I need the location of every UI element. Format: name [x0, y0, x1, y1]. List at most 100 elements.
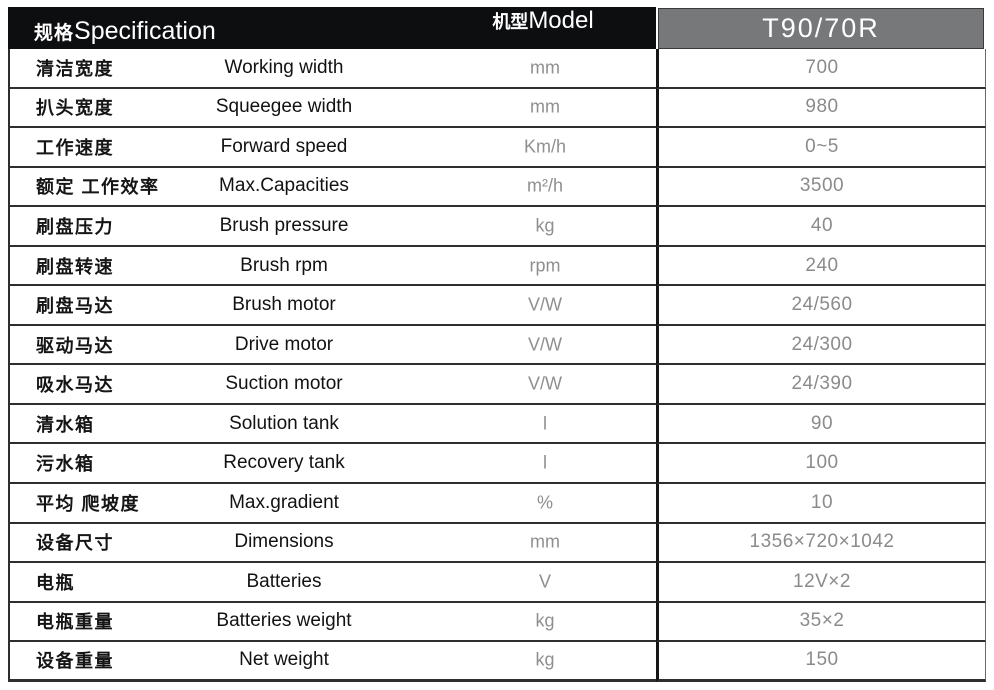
row-label-en: Squeegee width [215, 96, 353, 118]
row-label-en: Drive motor [234, 333, 334, 355]
row-unit-label: rpm [529, 255, 561, 275]
model-column-header: 机型Model [430, 7, 656, 35]
row-label-cn: 扒头宽度 [36, 98, 114, 119]
table-row: 清洁宽度 Working width mm 700 [8, 49, 986, 89]
row-label-cn: 污水箱 [36, 454, 95, 475]
spec-label-cell: 额定 工作效率 Max.Capacities m²/h [8, 167, 656, 208]
row-label-en: Brush rpm [240, 254, 328, 276]
table-row: 电瓶重量 Batteries weight kg 35×2 [8, 602, 986, 643]
spec-label-cell: 电瓶 Batteries V [8, 563, 656, 603]
model-header-en: Model [528, 7, 594, 34]
row-label-cn: 刷盘转速 [36, 256, 114, 277]
row-unit-label: l [543, 413, 547, 434]
table-row: 电瓶 Batteries V 12V×2 [8, 563, 986, 603]
row-unit-label: mm [530, 531, 560, 552]
spec-label-cell: 扒头宽度 Squeegee width mm [8, 88, 656, 129]
row-label-cn: 设备重量 [36, 651, 114, 672]
table-row: 驱动马达 Drive motor V/W 24/300 [8, 325, 986, 366]
spec-value-cell: 700 [656, 49, 986, 89]
row-label-en: Brush motor [232, 294, 336, 316]
spec-value-cell: 90 [656, 404, 986, 445]
row-label-en: Forward speed [220, 135, 348, 157]
spec-label-cell: 清洁宽度 Working width mm [8, 49, 656, 89]
row-label-cn: 驱动马达 [36, 335, 114, 356]
spec-title-en: Specification [74, 17, 216, 45]
row-label-en: Max.Capacities [219, 175, 349, 197]
row-unit-label: V/W [528, 334, 562, 355]
spec-title-cn: 规格 [34, 23, 75, 44]
spec-label-cell: 工作速度 Forward speed Km/h [8, 128, 656, 168]
spec-value-cell: 24/560 [656, 286, 986, 326]
row-label-en: Brush pressure [219, 214, 349, 236]
spec-value-cell: 240 [656, 246, 986, 287]
spec-label-cell: 驱动马达 Drive motor V/W [8, 325, 656, 366]
row-label-cn: 设备尺寸 [36, 533, 114, 554]
spec-value-cell: 24/300 [656, 325, 986, 366]
row-unit-label: V [538, 571, 551, 592]
row-label-cn: 清洁宽度 [36, 58, 114, 79]
table-row: 额定 工作效率 Max.Capacities m²/h 3500 [8, 167, 986, 208]
row-label-cn: 刷盘马达 [36, 296, 114, 317]
row-label-cn: 清水箱 [36, 414, 95, 435]
table-row: 平均 爬坡度 Max.gradient % 10 [8, 484, 986, 524]
row-label-en: Batteries [246, 570, 322, 592]
table-header: 规格Specification 机型Model T90/70R [8, 7, 986, 49]
table-row: 工作速度 Forward speed Km/h 0~5 [8, 128, 986, 168]
table-row: 刷盘转速 Brush rpm rpm 240 [8, 246, 986, 287]
spec-label-cell: 刷盘转速 Brush rpm rpm [8, 246, 656, 287]
row-label-cn: 电瓶重量 [36, 612, 114, 633]
row-unit-label: kg [535, 215, 555, 236]
table-row: 吸水马达 Suction motor V/W 24/390 [8, 365, 986, 405]
spec-value-cell: 24/390 [656, 365, 986, 405]
spec-value-cell: 40 [656, 207, 986, 247]
spec-rows: 清洁宽度 Working width mm 700 扒头宽度 Squeegee … [8, 49, 986, 682]
row-label-cn: 吸水马达 [36, 375, 114, 396]
table-row: 设备尺寸 Dimensions mm 1356×720×1042 [8, 523, 986, 564]
table-row: 刷盘马达 Brush motor V/W 24/560 [8, 286, 986, 326]
spec-value-cell: 12V×2 [656, 563, 986, 603]
row-label-en: Net weight [239, 649, 329, 671]
header-left-panel: 规格Specification 机型Model [8, 7, 656, 49]
spec-label-cell: 污水箱 Recovery tank l [8, 444, 656, 485]
row-label-en: Suction motor [225, 373, 343, 395]
spec-value-cell: 35×2 [656, 602, 986, 643]
spec-label-cell: 刷盘压力 Brush pressure kg [8, 207, 656, 247]
spec-label-cell: 清水箱 Solution tank l [8, 404, 656, 445]
row-label-en: Solution tank [229, 412, 339, 434]
row-label-cn: 刷盘压力 [36, 216, 114, 237]
model-value-header: T90/70R [658, 8, 984, 49]
row-unit-label: kg [535, 649, 555, 670]
table-row: 清水箱 Solution tank l 90 [8, 404, 986, 445]
spec-title: 规格Specification [34, 17, 216, 46]
spec-value-cell: 980 [656, 88, 986, 129]
table-row: 刷盘压力 Brush pressure kg 40 [8, 207, 986, 247]
spec-label-cell: 平均 爬坡度 Max.gradient % [8, 484, 656, 524]
row-label-cn: 平均 爬坡度 [36, 493, 141, 514]
row-label-en: Dimensions [234, 531, 334, 553]
row-label-en: Working width [224, 56, 344, 78]
row-unit-label: l [543, 452, 547, 473]
row-label-en: Recovery tank [223, 452, 345, 474]
spec-value-cell: 100 [656, 444, 986, 485]
table-row: 扒头宽度 Squeegee width mm 980 [8, 88, 986, 129]
spec-value-cell: 0~5 [656, 128, 986, 168]
specification-table: 规格Specification 机型Model T90/70R 清洁宽度 Wor… [8, 7, 986, 682]
spec-value-cell: 10 [656, 484, 986, 524]
row-label-cn: 额定 工作效率 [36, 177, 160, 198]
spec-label-cell: 电瓶重量 Batteries weight kg [8, 602, 656, 643]
spec-value-cell: 3500 [656, 167, 986, 208]
spec-label-cell: 刷盘马达 Brush motor V/W [8, 286, 656, 326]
row-unit-label: mm [530, 96, 560, 117]
table-row: 设备重量 Net weight kg 150 [8, 642, 986, 682]
row-unit-label: V/W [528, 373, 562, 394]
row-unit-label: Km/h [523, 136, 566, 157]
row-unit-label: V/W [528, 294, 562, 315]
spec-label-cell: 吸水马达 Suction motor V/W [8, 365, 656, 405]
row-unit-label: % [536, 492, 553, 513]
spec-label-cell: 设备重量 Net weight kg [8, 642, 656, 682]
table-row: 污水箱 Recovery tank l 100 [8, 444, 986, 485]
row-unit-label: mm [530, 57, 560, 78]
spec-value-cell: 1356×720×1042 [656, 523, 986, 564]
row-label-en: Batteries weight [216, 610, 352, 632]
model-header-cn: 机型 [492, 12, 529, 32]
